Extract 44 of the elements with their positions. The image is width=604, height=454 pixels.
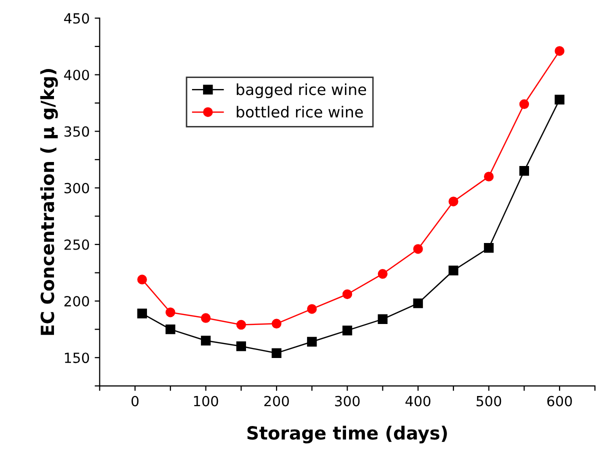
point: [342, 326, 352, 336]
point: [448, 196, 458, 206]
y-tick-label: 300: [64, 182, 90, 194]
x-axis-title: Storage time (days): [247, 426, 447, 444]
y-tick-label: 250: [64, 239, 90, 250]
y-tick-label: 150: [64, 352, 90, 364]
point: [200, 313, 211, 323]
point: [307, 304, 317, 314]
point: [554, 46, 564, 56]
point: [484, 242, 494, 253]
point: [519, 99, 530, 110]
point: [519, 166, 530, 176]
point: [554, 94, 564, 104]
point: [307, 336, 317, 347]
point: [137, 308, 147, 318]
point: [166, 307, 176, 318]
point: [413, 244, 423, 254]
y-tick-label: 200: [64, 296, 90, 307]
point: [166, 324, 176, 334]
x-tick-label: 0: [132, 396, 139, 406]
x-tick-label: 300: [335, 396, 360, 406]
point: [200, 336, 211, 346]
point: [342, 289, 352, 300]
point: [378, 269, 388, 279]
point: [236, 341, 246, 352]
y-tick-label: 450: [64, 13, 90, 24]
x-tick-label: 100: [194, 396, 218, 406]
x-tick-label: 200: [264, 396, 289, 406]
x-tick-label: 500: [476, 396, 502, 406]
y-axis-title: EC Concentration ( μ g/kg): [40, 69, 58, 335]
point: [137, 274, 147, 284]
y-tick-label: 400: [64, 70, 90, 80]
legend-label: bottled rice wine: [236, 106, 363, 118]
x-tick-label: 400: [405, 396, 430, 406]
x-tick-label: 600: [547, 396, 572, 406]
point: [236, 320, 246, 330]
point: [378, 314, 388, 324]
point: [448, 266, 458, 276]
legend-label: bagged rice wine: [236, 83, 366, 98]
point: [413, 298, 423, 308]
point: [272, 348, 282, 358]
point: [484, 172, 494, 182]
y-tick-label: 350: [64, 126, 90, 137]
point: [272, 318, 282, 329]
